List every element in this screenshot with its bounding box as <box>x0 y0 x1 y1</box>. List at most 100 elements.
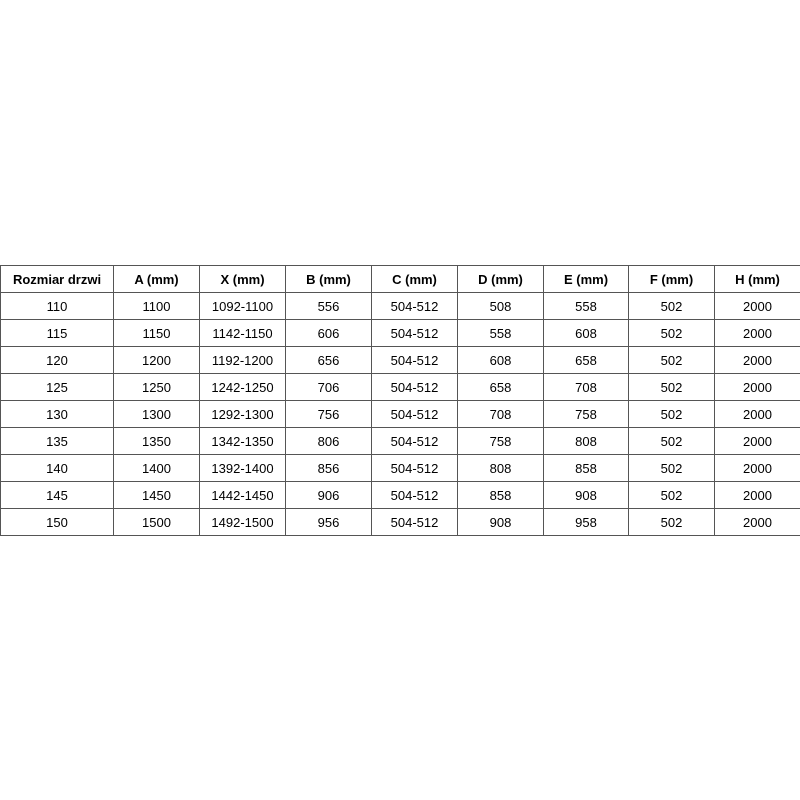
table-row: 120 1200 1192-1200 656 504-512 608 658 502 2000 <box>0 346 800 374</box>
table-cell: 708 <box>457 400 544 428</box>
table-cell: 1350 <box>113 427 200 455</box>
table-cell: 504-512 <box>371 427 458 455</box>
table-cell: 502 <box>628 373 715 401</box>
table-cell: 608 <box>543 319 629 347</box>
column-header: C (mm) <box>371 265 458 293</box>
table-cell: 2000 <box>714 454 800 482</box>
table-cell: 556 <box>285 292 372 320</box>
table-cell: 2000 <box>714 373 800 401</box>
table-row: 110 1100 1092-1100 556 504-512 508 558 502 2000 <box>0 292 800 320</box>
column-header: A (mm) <box>113 265 200 293</box>
table-cell: 908 <box>543 481 629 509</box>
table-cell: 756 <box>285 400 372 428</box>
column-header: D (mm) <box>457 265 544 293</box>
table-cell: 504-512 <box>371 292 458 320</box>
table-cell: 1192-1200 <box>199 346 286 374</box>
table-row: 125 1250 1242-1250 706 504-512 658 708 502 2000 <box>0 373 800 401</box>
column-header: F (mm) <box>628 265 715 293</box>
table-cell: 1242-1250 <box>199 373 286 401</box>
table-cell: 120 <box>0 346 114 374</box>
table-cell: 504-512 <box>371 400 458 428</box>
table-cell: 504-512 <box>371 346 458 374</box>
table-cell: 1200 <box>113 346 200 374</box>
table-cell: 502 <box>628 454 715 482</box>
table-cell: 502 <box>628 481 715 509</box>
table-row: 115 1150 1142-1150 606 504-512 558 608 502 2000 <box>0 319 800 347</box>
table-cell: 856 <box>285 454 372 482</box>
table-cell: 1450 <box>113 481 200 509</box>
table-cell: 502 <box>628 319 715 347</box>
table-cell: 1150 <box>113 319 200 347</box>
table-cell: 2000 <box>714 508 800 536</box>
table-cell: 125 <box>0 373 114 401</box>
table-cell: 806 <box>285 427 372 455</box>
column-header: H (mm) <box>714 265 800 293</box>
table-cell: 140 <box>0 454 114 482</box>
table-cell: 708 <box>543 373 629 401</box>
table-cell: 502 <box>628 508 715 536</box>
table-cell: 758 <box>457 427 544 455</box>
table-cell: 502 <box>628 292 715 320</box>
table-cell: 1092-1100 <box>199 292 286 320</box>
table-cell: 502 <box>628 427 715 455</box>
table-cell: 504-512 <box>371 508 458 536</box>
table-cell: 504-512 <box>371 481 458 509</box>
table-cell: 1400 <box>113 454 200 482</box>
table-row: 140 1400 1392-1400 856 504-512 808 858 502 2000 <box>0 454 800 482</box>
table-cell: 1500 <box>113 508 200 536</box>
table-cell: 502 <box>628 400 715 428</box>
table-cell: 110 <box>0 292 114 320</box>
table-cell: 2000 <box>714 481 800 509</box>
table-cell: 858 <box>543 454 629 482</box>
table-cell: 706 <box>285 373 372 401</box>
table-cell: 1300 <box>113 400 200 428</box>
table-cell: 135 <box>0 427 114 455</box>
table-row: 145 1450 1442-1450 906 504-512 858 908 502 2000 <box>0 481 800 509</box>
column-header: Rozmiar drzwi <box>0 265 114 293</box>
table-cell: 1392-1400 <box>199 454 286 482</box>
table-cell: 658 <box>457 373 544 401</box>
table-cell: 504-512 <box>371 319 458 347</box>
table-cell: 1292-1300 <box>199 400 286 428</box>
table-cell: 956 <box>285 508 372 536</box>
table-row: 130 1300 1292-1300 756 504-512 708 758 502 2000 <box>0 400 800 428</box>
table-cell: 504-512 <box>371 373 458 401</box>
table-cell: 2000 <box>714 400 800 428</box>
table-cell: 1250 <box>113 373 200 401</box>
table-cell: 115 <box>0 319 114 347</box>
table-cell: 504-512 <box>371 454 458 482</box>
table-cell: 906 <box>285 481 372 509</box>
table-cell: 808 <box>543 427 629 455</box>
table-cell: 2000 <box>714 346 800 374</box>
header-row: Rozmiar drzwi A (mm) X (mm) B (mm) C (mm) D (… <box>0 265 800 293</box>
table-cell: 145 <box>0 481 114 509</box>
column-header: B (mm) <box>285 265 372 293</box>
column-header: E (mm) <box>543 265 629 293</box>
table-cell: 2000 <box>714 427 800 455</box>
table-cell: 608 <box>457 346 544 374</box>
table-cell: 508 <box>457 292 544 320</box>
table-cell: 558 <box>457 319 544 347</box>
table-cell: 1442-1450 <box>199 481 286 509</box>
table-cell: 1342-1350 <box>199 427 286 455</box>
table-cell: 606 <box>285 319 372 347</box>
table-cell: 2000 <box>714 319 800 347</box>
table-cell: 502 <box>628 346 715 374</box>
table-cell: 2000 <box>714 292 800 320</box>
table-cell: 858 <box>457 481 544 509</box>
table-cell: 656 <box>285 346 372 374</box>
table-cell: 1142-1150 <box>199 319 286 347</box>
table-cell: 958 <box>543 508 629 536</box>
table-cell: 908 <box>457 508 544 536</box>
door-size-table: Rozmiar drzwi A (mm) X (mm) B (mm) C (mm) D (… <box>0 265 800 536</box>
table-cell: 150 <box>0 508 114 536</box>
column-header: X (mm) <box>199 265 286 293</box>
table-cell: 808 <box>457 454 544 482</box>
table-row: 150 1500 1492-1500 956 504-512 908 958 502 2000 <box>0 508 800 536</box>
table-cell: 1100 <box>113 292 200 320</box>
table-cell: 758 <box>543 400 629 428</box>
table-cell: 658 <box>543 346 629 374</box>
table-cell: 130 <box>0 400 114 428</box>
table-row: 135 1350 1342-1350 806 504-512 758 808 502 2000 <box>0 427 800 455</box>
table-cell: 1492-1500 <box>199 508 286 536</box>
